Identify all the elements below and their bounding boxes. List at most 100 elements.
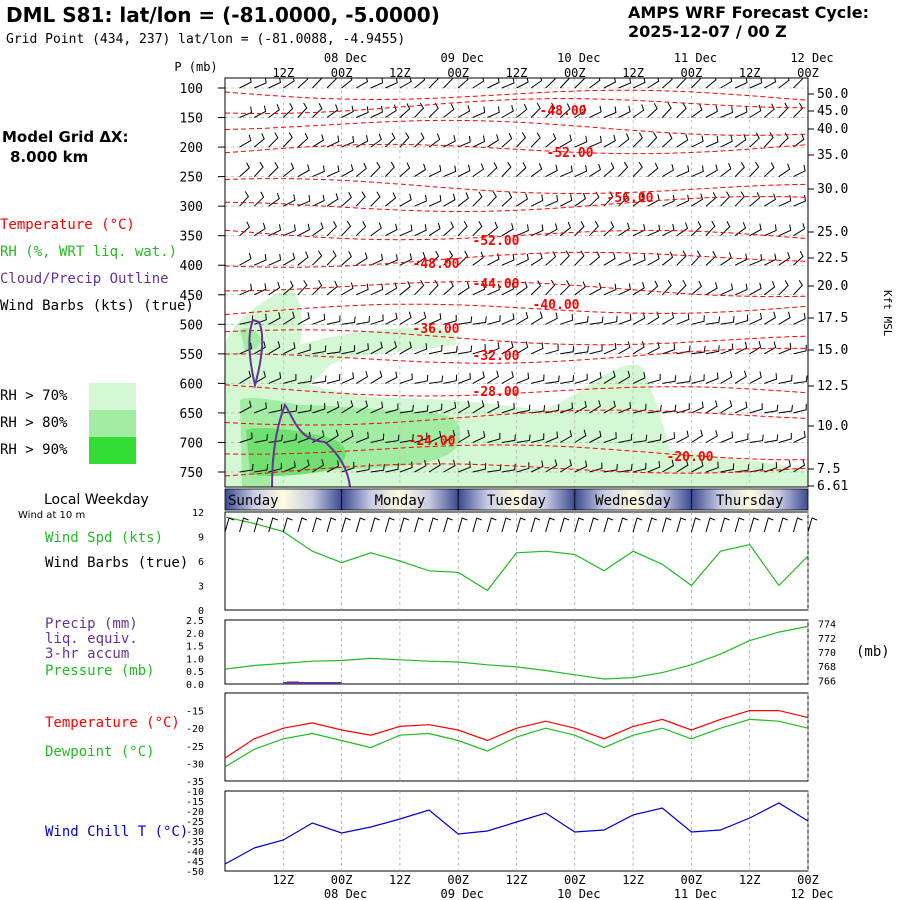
wind-barb [458,345,473,355]
height-tick-label: 45.0 [817,104,848,119]
wind-barb [472,316,487,325]
wind-barb [662,223,675,237]
wind-barb [326,250,337,266]
temperature-tick-label: -30 [186,759,204,770]
top-hour-label: 00Z [564,66,586,80]
wind-barb [647,103,658,118]
wind-barb [355,283,369,296]
wind-barb [428,375,444,384]
wind-barb [239,463,254,473]
height-tick-label: 15.0 [817,343,848,358]
wind-barb [385,403,399,414]
wind-barb [560,165,573,178]
wind-barb [603,134,616,148]
wind-barb [312,375,327,384]
wind-barb [691,78,702,89]
pressure-mb-tick-label: 772 [818,634,836,645]
weekday-label: Monday [375,493,426,509]
top-hour-label: 12Z [389,66,411,80]
top-hour-label: 00Z [797,66,819,80]
wind-barb [283,374,297,384]
pressure-tick-label: 750 [180,466,203,481]
wind-barb [443,135,456,148]
precip-tick-label: 0.0 [186,680,204,691]
wind-barb [676,78,687,89]
wind-barb [545,431,559,443]
wind-barb [530,132,541,148]
weekday-label: Thursday [716,493,783,509]
wind-barb [705,282,718,296]
wind-barb [443,429,456,443]
wind-barb [647,461,661,473]
wind-barb [399,434,414,443]
wind-barb [720,370,733,384]
weekday-segment [691,488,809,511]
wind-barb [472,431,486,443]
wind-barb [589,163,601,178]
wind-barb [370,161,381,177]
pressure-label: Pressure (mb) [45,663,155,679]
wind-barb [370,105,384,118]
surface-wind-barb [239,517,249,533]
wind-barb [283,194,296,207]
surface-wind-barb [413,517,424,533]
wind-barb [268,192,280,207]
wind-barb [676,165,690,178]
wind-barb [603,221,615,237]
wind-speed-label: Wind Spd (kts) [45,530,163,546]
grid-point-text: Grid Point (434, 237) lat/lon = (-81.008… [6,32,406,47]
wind-barb [691,221,702,237]
wind-barb [632,462,647,473]
wind-barb [603,283,617,296]
surface-wind-barb [778,517,789,533]
wind-barb [793,78,804,89]
wind-barb [778,374,793,384]
wind-barb [501,282,515,296]
wind-barb [589,316,604,325]
wind-barb [661,102,672,118]
bottom-hour-label: 00Z [564,873,586,887]
surface-wind-barb [559,517,570,533]
wind-barb [530,460,544,473]
wind-barb [618,105,631,118]
wind-barb [545,459,558,473]
wind-barb [253,161,264,177]
wind-barb [705,400,718,414]
wind-barb [312,313,326,325]
wind-barb [793,164,806,178]
wind-barb [778,280,789,296]
wind-barb [341,164,354,178]
wind-barb [297,312,310,325]
wind-barb [559,280,571,296]
surface-wind-barb [588,517,599,533]
wind-barb [749,434,764,443]
wind-barb [516,162,527,177]
cross-section-border [224,77,809,488]
wind-barb [618,313,632,325]
height-tick-label: 22.5 [817,251,848,266]
wind-barb [720,343,734,355]
wind-barb [705,316,721,325]
wind-barb [530,374,545,384]
wind-barb [778,224,792,237]
wind-barb [720,78,733,89]
wind-barb [574,78,585,89]
height-tick-label: 50.0 [817,87,848,102]
wind-barb [618,433,633,443]
wind-barb [312,402,326,414]
wind-barb [778,102,789,118]
wind-barb [254,434,268,443]
wind-barb [341,282,354,296]
wind-barb [399,224,413,237]
temperature-contour-label: -40.00 [533,298,580,313]
wind-barb [545,344,559,355]
wind-barb [253,254,267,266]
wind-barb [399,162,411,177]
wind-barb [632,104,645,118]
legend-wind-barbs: Wind Barbs (kts) (true) [0,298,194,314]
wind-barb [516,434,531,443]
wind-barb [691,104,703,118]
wind-barb [676,102,687,118]
wind-barb [516,281,528,296]
